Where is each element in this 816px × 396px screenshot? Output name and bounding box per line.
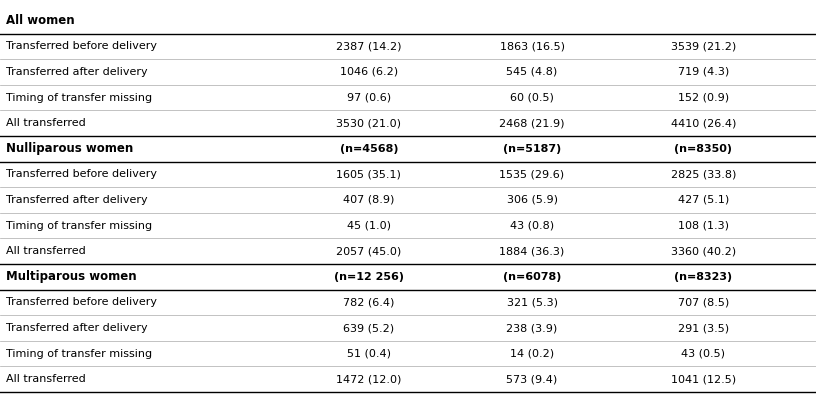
Text: 1605 (35.1): 1605 (35.1) bbox=[336, 169, 401, 179]
Text: Transferred after delivery: Transferred after delivery bbox=[6, 195, 148, 205]
Text: 60 (0.5): 60 (0.5) bbox=[510, 93, 554, 103]
Text: 2387 (14.2): 2387 (14.2) bbox=[336, 41, 401, 51]
Text: Transferred after delivery: Transferred after delivery bbox=[6, 323, 148, 333]
Text: 238 (3.9): 238 (3.9) bbox=[507, 323, 557, 333]
Text: All transferred: All transferred bbox=[6, 374, 86, 384]
Text: 545 (4.8): 545 (4.8) bbox=[507, 67, 557, 77]
Text: 782 (6.4): 782 (6.4) bbox=[344, 297, 394, 307]
Text: 97 (0.6): 97 (0.6) bbox=[347, 93, 391, 103]
Text: Transferred before delivery: Transferred before delivery bbox=[6, 297, 157, 307]
Text: 321 (5.3): 321 (5.3) bbox=[507, 297, 557, 307]
Text: All transferred: All transferred bbox=[6, 118, 86, 128]
Text: 108 (1.3): 108 (1.3) bbox=[678, 221, 729, 230]
Text: 306 (5.9): 306 (5.9) bbox=[507, 195, 557, 205]
Text: 427 (5.1): 427 (5.1) bbox=[678, 195, 729, 205]
Text: 639 (5.2): 639 (5.2) bbox=[344, 323, 394, 333]
Text: 719 (4.3): 719 (4.3) bbox=[678, 67, 729, 77]
Text: 3539 (21.2): 3539 (21.2) bbox=[671, 41, 736, 51]
Text: Timing of transfer missing: Timing of transfer missing bbox=[6, 221, 152, 230]
Text: 4410 (26.4): 4410 (26.4) bbox=[671, 118, 736, 128]
Text: (n=8350): (n=8350) bbox=[674, 144, 733, 154]
Text: (n=6078): (n=6078) bbox=[503, 272, 561, 282]
Text: Timing of transfer missing: Timing of transfer missing bbox=[6, 348, 152, 359]
Text: 43 (0.5): 43 (0.5) bbox=[681, 348, 725, 359]
Text: 2825 (33.8): 2825 (33.8) bbox=[671, 169, 736, 179]
Text: 1472 (12.0): 1472 (12.0) bbox=[336, 374, 401, 384]
Text: 291 (3.5): 291 (3.5) bbox=[678, 323, 729, 333]
Text: All transferred: All transferred bbox=[6, 246, 86, 256]
Text: 1535 (29.6): 1535 (29.6) bbox=[499, 169, 565, 179]
Text: (n=4568): (n=4568) bbox=[339, 144, 398, 154]
Text: 14 (0.2): 14 (0.2) bbox=[510, 348, 554, 359]
Text: Timing of transfer missing: Timing of transfer missing bbox=[6, 93, 152, 103]
Text: (n=12 256): (n=12 256) bbox=[334, 272, 404, 282]
Text: (n=5187): (n=5187) bbox=[503, 144, 561, 154]
Text: 2468 (21.9): 2468 (21.9) bbox=[499, 118, 565, 128]
Text: All women: All women bbox=[6, 14, 74, 27]
Text: 3530 (21.0): 3530 (21.0) bbox=[336, 118, 401, 128]
Text: (n=8323): (n=8323) bbox=[674, 272, 733, 282]
Text: 2057 (45.0): 2057 (45.0) bbox=[336, 246, 401, 256]
Text: 407 (8.9): 407 (8.9) bbox=[344, 195, 394, 205]
Text: 573 (9.4): 573 (9.4) bbox=[507, 374, 557, 384]
Text: Transferred before delivery: Transferred before delivery bbox=[6, 169, 157, 179]
Text: Nulliparous women: Nulliparous women bbox=[6, 142, 133, 155]
Text: Transferred after delivery: Transferred after delivery bbox=[6, 67, 148, 77]
Text: 3360 (40.2): 3360 (40.2) bbox=[671, 246, 736, 256]
Text: Multiparous women: Multiparous women bbox=[6, 270, 136, 283]
Text: 1041 (12.5): 1041 (12.5) bbox=[671, 374, 736, 384]
Text: 1863 (16.5): 1863 (16.5) bbox=[499, 41, 565, 51]
Text: Transferred before delivery: Transferred before delivery bbox=[6, 41, 157, 51]
Text: 45 (1.0): 45 (1.0) bbox=[347, 221, 391, 230]
Text: 1046 (6.2): 1046 (6.2) bbox=[339, 67, 398, 77]
Text: 152 (0.9): 152 (0.9) bbox=[678, 93, 729, 103]
Text: 707 (8.5): 707 (8.5) bbox=[678, 297, 729, 307]
Text: 43 (0.8): 43 (0.8) bbox=[510, 221, 554, 230]
Text: 1884 (36.3): 1884 (36.3) bbox=[499, 246, 565, 256]
Text: 51 (0.4): 51 (0.4) bbox=[347, 348, 391, 359]
